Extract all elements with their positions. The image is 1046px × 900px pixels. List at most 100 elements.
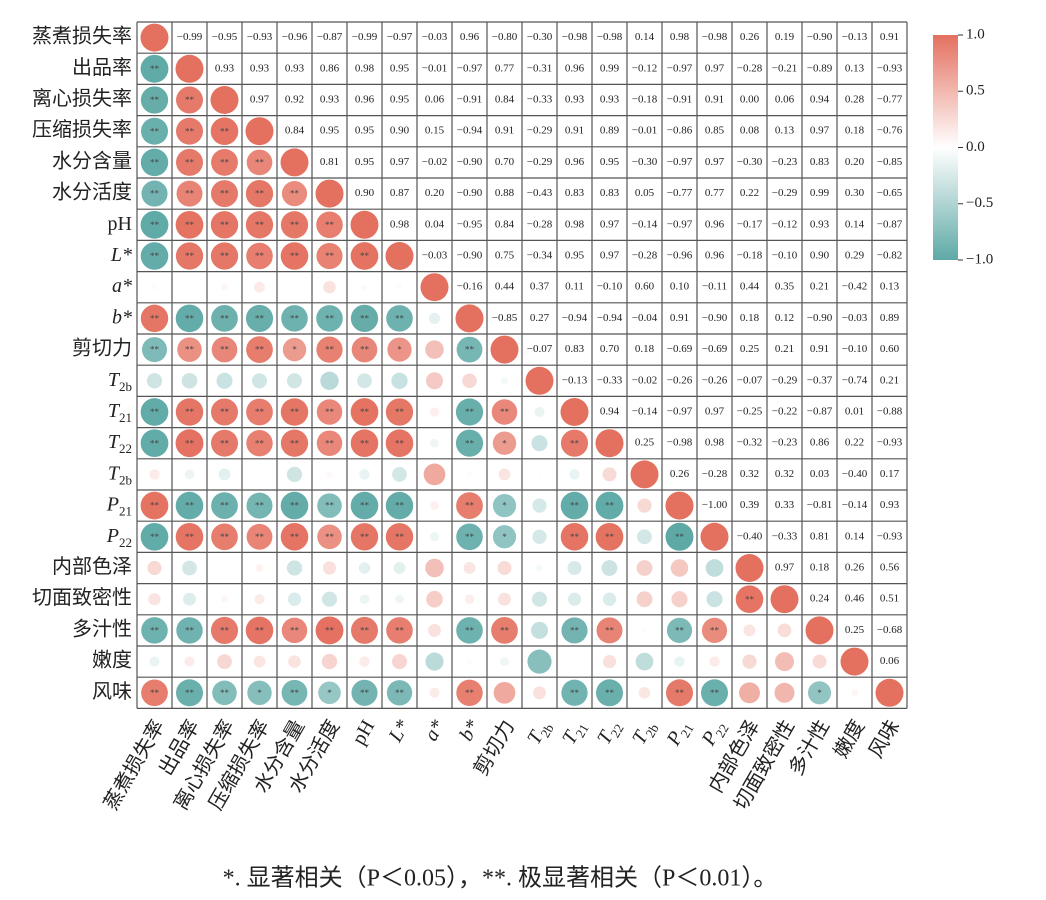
corr-circle — [217, 654, 232, 670]
value-label: −0.14 — [632, 218, 658, 230]
value-label: 0.81 — [320, 156, 339, 168]
corr-circle — [141, 180, 168, 207]
significance: ** — [290, 501, 300, 511]
corr-circle — [255, 564, 264, 572]
corr-circle — [567, 561, 582, 575]
corr-circle — [560, 491, 589, 520]
value-label: 0.95 — [390, 94, 410, 106]
value-label: 0.18 — [810, 562, 830, 574]
y-label: 多汁性 — [72, 617, 132, 640]
value-label: −0.98 — [702, 31, 728, 43]
value-label: −0.07 — [527, 343, 553, 355]
corr-circle — [254, 281, 265, 293]
label-sub: 2b — [643, 722, 662, 741]
value-label: 0.05 — [635, 187, 655, 199]
significance: ** — [150, 345, 160, 355]
value-label: 0.97 — [600, 250, 620, 262]
value-label: 0.12 — [775, 312, 794, 324]
value-label: 0.95 — [355, 156, 375, 168]
value-label: −0.30 — [737, 156, 763, 168]
value-label: 0.03 — [810, 468, 830, 480]
value-label: 0.00 — [740, 94, 760, 106]
label-base: T — [108, 431, 121, 453]
significance: ** — [570, 438, 580, 448]
corr-circle — [532, 529, 547, 544]
value-label: 0.22 — [845, 437, 864, 449]
corr-circle — [149, 656, 160, 667]
significance: ** — [395, 625, 405, 635]
value-label: 0.85 — [705, 125, 725, 137]
diagonal-circle — [735, 554, 764, 582]
significance: ** — [220, 157, 230, 167]
colorbar-tick-label: 1.0 — [966, 26, 985, 42]
significance: ** — [325, 345, 335, 355]
value-label: 0.93 — [215, 62, 235, 74]
corr-circle — [140, 86, 169, 114]
significance: ** — [150, 438, 160, 448]
corr-circle — [350, 398, 379, 426]
y-label: 内部色泽 — [52, 555, 132, 578]
corr-circle — [498, 468, 511, 481]
value-label: −0.37 — [807, 374, 833, 386]
significance: ** — [150, 501, 160, 511]
corr-circle — [351, 679, 378, 706]
corr-circle — [595, 491, 624, 520]
value-label: 0.83 — [600, 187, 620, 199]
value-label: −0.98 — [667, 437, 693, 449]
significance: ** — [150, 532, 160, 542]
corr-circle — [674, 656, 685, 667]
corr-circle — [635, 652, 654, 671]
diagonal-circle — [490, 335, 519, 364]
significance: ** — [255, 157, 265, 167]
significance: ** — [185, 625, 195, 635]
value-label: 0.96 — [355, 94, 375, 106]
significance: ** — [255, 313, 265, 323]
corr-circle — [350, 304, 379, 333]
corr-circle — [318, 681, 341, 705]
significance: ** — [465, 407, 475, 417]
diagonal-circle — [245, 117, 274, 146]
corr-circle — [359, 656, 370, 667]
value-label: 0.24 — [810, 593, 830, 605]
significance: * — [397, 345, 402, 355]
value-label: −0.87 — [807, 406, 833, 418]
corr-circle — [532, 498, 547, 513]
corr-circle — [286, 373, 303, 389]
corr-circle — [464, 594, 475, 605]
label-text: 切面致密性 — [32, 586, 132, 609]
corr-circle — [455, 429, 484, 457]
axis-label: T21 — [558, 716, 592, 750]
value-label: 0.30 — [845, 187, 865, 199]
significance: ** — [220, 189, 230, 199]
y-label: L* — [110, 244, 132, 266]
diagonal-circle — [875, 678, 904, 707]
label-base: T — [108, 400, 121, 422]
corr-circle — [357, 373, 372, 389]
value-label: 0.94 — [600, 406, 620, 418]
label-text: 嫩度 — [829, 716, 869, 762]
corr-circle — [141, 679, 168, 707]
axis-label: T2b — [523, 716, 557, 750]
significance: ** — [325, 501, 335, 511]
value-label: 0.84 — [495, 94, 515, 106]
value-label: 0.32 — [775, 468, 794, 480]
significance: ** — [150, 251, 160, 261]
value-label: 0.20 — [845, 156, 865, 168]
corr-circle — [316, 430, 343, 456]
value-label: 0.70 — [495, 156, 515, 168]
corr-circle — [140, 54, 169, 83]
value-label: −0.96 — [282, 31, 308, 43]
label-text: L* — [384, 716, 414, 746]
y-label: 嫩度 — [92, 648, 132, 671]
corr-circle — [316, 336, 343, 363]
value-label: 0.21 — [775, 343, 794, 355]
significance: ** — [185, 220, 195, 230]
corr-circle — [175, 86, 204, 114]
significance: ** — [605, 688, 615, 698]
value-label: 0.96 — [565, 156, 585, 168]
corr-circle — [246, 398, 273, 426]
corr-circle — [210, 616, 239, 644]
corr-circle — [282, 337, 307, 362]
value-label: 0.44 — [740, 281, 760, 293]
corr-circle — [321, 591, 338, 607]
